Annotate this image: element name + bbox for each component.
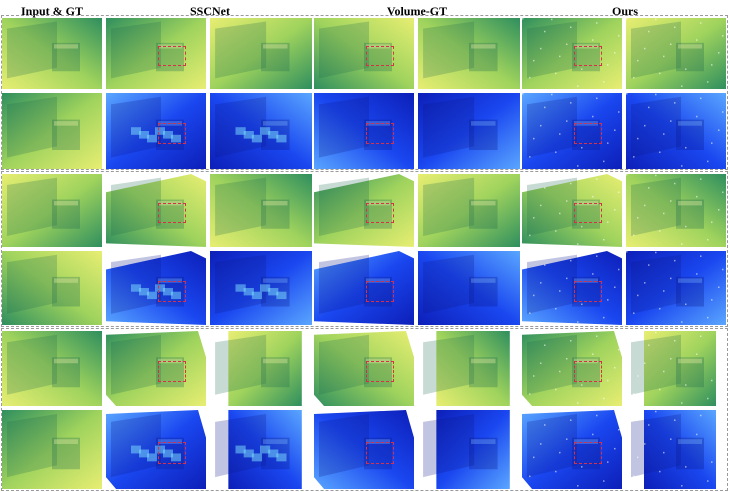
zoom-region-box <box>574 361 602 382</box>
zoom-region-box <box>158 281 186 302</box>
scene-1-depth-volume_gt-zoom-image <box>418 18 520 89</box>
zoom-region-box <box>158 203 186 223</box>
scene-2-depth-input-full-image <box>2 174 102 247</box>
scene-3-depth-ours-zoom-image <box>626 331 726 406</box>
zoom-region-box <box>574 46 602 66</box>
scene-2-frame <box>1 171 728 327</box>
scene-3-normal-ours-zoom-image <box>626 410 726 489</box>
scene-2-depth-ours-full-image <box>522 174 622 247</box>
scene-1-depth-input-full-image <box>2 18 102 89</box>
scene-2-normal-sscnet-full-image <box>106 251 206 325</box>
scene-3-depth-sscnet-zoom-image <box>210 331 312 406</box>
scene-3-normal-ours-full-image <box>522 410 622 489</box>
scene-3-normal-volume_gt-full-image <box>314 410 414 489</box>
scene-2-normal-sscnet-zoom-image <box>210 251 312 325</box>
scene-1-normal-ours-zoom-image <box>626 93 726 169</box>
scene-1-depth-volume_gt-full-image <box>314 18 414 89</box>
scene-2-normal-volume_gt-zoom-image <box>418 251 520 325</box>
scene-3-normal-volume_gt-zoom-image <box>418 410 520 489</box>
zoom-region-box <box>574 123 602 144</box>
zoom-region-box <box>574 203 602 223</box>
scene-3-normal-sscnet-full-image <box>106 410 206 489</box>
zoom-region-box <box>366 281 394 302</box>
scene-1-normal-sscnet-zoom-image <box>210 93 312 169</box>
zoom-region-box <box>574 281 602 302</box>
scene-1-frame <box>1 15 728 170</box>
scene-2-normal-input-full-image <box>2 251 102 325</box>
scene-3-depth-volume_gt-zoom-image <box>418 331 520 406</box>
scene-1-depth-sscnet-zoom-image <box>210 18 312 89</box>
header-input-gt: Input & GT <box>20 4 84 18</box>
scene-3-normal-input-full-image <box>2 410 102 489</box>
scene-2-depth-volume_gt-full-image <box>314 174 414 247</box>
scene-2-normal-ours-full-image <box>522 251 622 325</box>
zoom-region-box <box>158 123 186 144</box>
zoom-region-box <box>158 361 186 382</box>
zoom-region-box <box>366 361 394 382</box>
scene-2-depth-volume_gt-zoom-image <box>418 174 520 247</box>
scene-2-depth-ours-zoom-image <box>626 174 726 247</box>
scene-2-depth-sscnet-full-image <box>106 174 206 247</box>
zoom-region-box <box>158 442 186 464</box>
scene-1-depth-sscnet-full-image <box>106 18 206 89</box>
scene-3-normal-sscnet-zoom-image <box>210 410 312 489</box>
scene-3-depth-ours-full-image <box>522 331 622 406</box>
zoom-region-box <box>366 442 394 464</box>
scene-3-depth-input-full-image <box>2 331 102 406</box>
scene-1-depth-ours-zoom-image <box>626 18 726 89</box>
scene-2-normal-ours-zoom-image <box>626 251 726 325</box>
scene-3-depth-sscnet-full-image <box>106 331 206 406</box>
zoom-region-box <box>574 442 602 464</box>
scene-2-normal-volume_gt-full-image <box>314 251 414 325</box>
scene-1-normal-ours-full-image <box>522 93 622 169</box>
scene-1-normal-volume_gt-full-image <box>314 93 414 169</box>
scene-3-depth-volume_gt-full-image <box>314 331 414 406</box>
zoom-region-box <box>158 46 186 66</box>
scene-1-depth-ours-full-image <box>522 18 622 89</box>
zoom-region-box <box>366 203 394 223</box>
scene-1-normal-input-full-image <box>2 93 102 169</box>
scene-2-depth-sscnet-zoom-image <box>210 174 312 247</box>
header-volume-gt: Volume-GT <box>386 4 448 18</box>
header-ours: Ours <box>611 4 639 18</box>
zoom-region-box <box>366 46 394 66</box>
scene-3-frame <box>1 328 728 491</box>
zoom-region-box <box>366 123 394 144</box>
scene-1-normal-volume_gt-zoom-image <box>418 93 520 169</box>
scene-1-normal-sscnet-full-image <box>106 93 206 169</box>
header-sscnet: SSCNet <box>189 4 231 18</box>
